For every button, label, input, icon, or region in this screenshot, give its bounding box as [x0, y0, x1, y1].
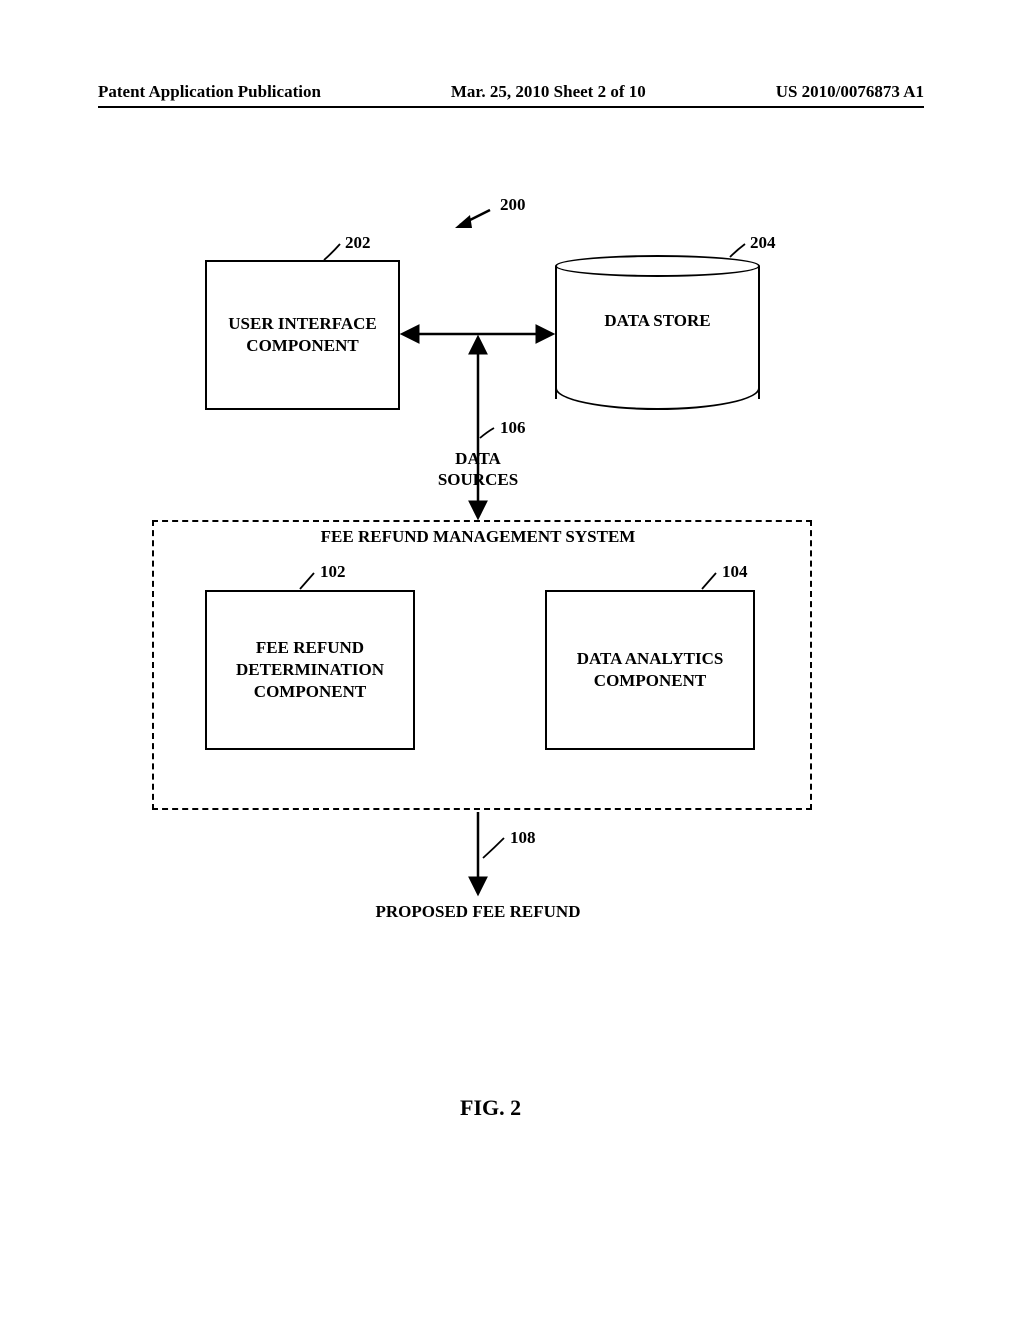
block-fee-refund-determination-label: FEE REFUND DETERMINATION COMPONENT	[236, 637, 384, 703]
header-right: US 2010/0076873 A1	[776, 82, 924, 102]
label-data-sources: DATA SOURCES	[428, 448, 528, 491]
block-data-analytics: DATA ANALYTICS COMPONENT	[545, 590, 755, 750]
block-data-store: DATA STORE	[555, 255, 760, 410]
block-fee-refund-determination: FEE REFUND DETERMINATION COMPONENT	[205, 590, 415, 750]
block-frms-title: FEE REFUND MANAGEMENT SYSTEM	[300, 527, 656, 547]
block-ui-component-label: USER INTERFACE COMPONENT	[228, 313, 376, 357]
page-header: Patent Application Publication Mar. 25, …	[98, 82, 924, 108]
pointer-200	[455, 210, 490, 228]
figure-caption: FIG. 2	[460, 1095, 521, 1121]
ref-106: 106	[500, 418, 526, 438]
block-ui-component: USER INTERFACE COMPONENT	[205, 260, 400, 410]
label-proposed-fee-refund: PROPOSED FEE REFUND	[328, 902, 628, 922]
ref-204: 204	[750, 233, 776, 253]
ref-108: 108	[510, 828, 536, 848]
header-center: Mar. 25, 2010 Sheet 2 of 10	[451, 82, 646, 102]
ref-202: 202	[345, 233, 371, 253]
header-left: Patent Application Publication	[98, 82, 321, 102]
block-data-analytics-label: DATA ANALYTICS COMPONENT	[577, 648, 724, 692]
ref-104: 104	[722, 562, 748, 582]
page: Patent Application Publication Mar. 25, …	[0, 0, 1024, 1320]
ref-102: 102	[320, 562, 346, 582]
ref-200: 200	[500, 195, 526, 215]
block-data-store-label: DATA STORE	[555, 311, 760, 331]
